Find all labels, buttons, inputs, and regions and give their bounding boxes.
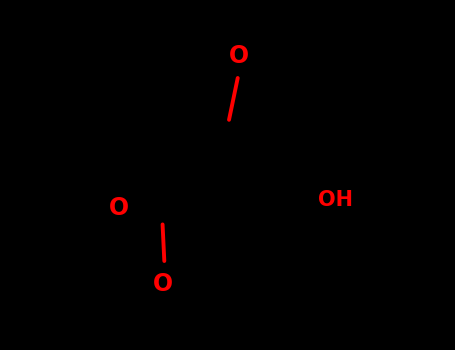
Text: OH: OH (318, 190, 353, 210)
Text: O: O (229, 43, 249, 68)
Text: O: O (109, 196, 129, 220)
Text: O: O (153, 272, 173, 296)
